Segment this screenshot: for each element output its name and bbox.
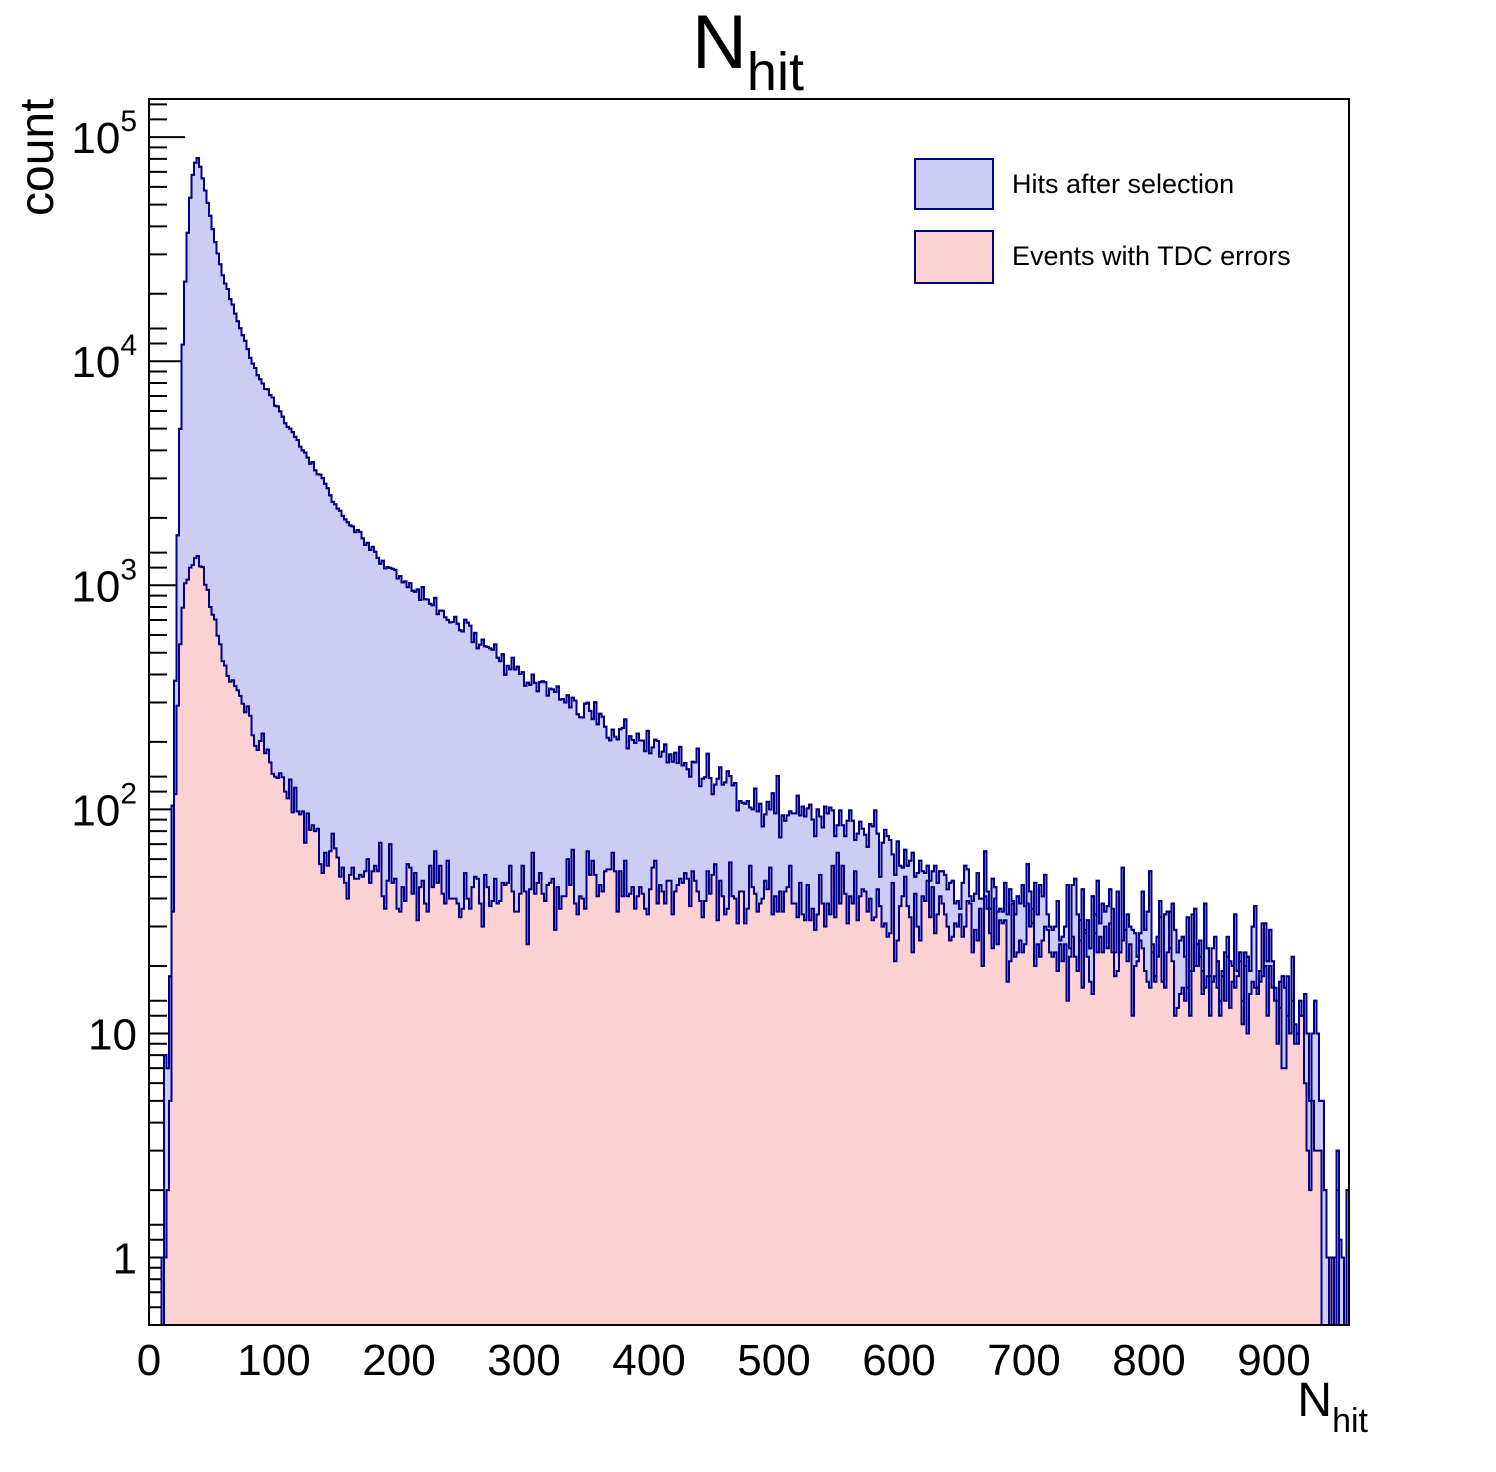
- x-tick-label: 300: [487, 1336, 560, 1385]
- x-tick-label: 800: [1112, 1336, 1185, 1385]
- x-axis-title-main: N: [1297, 1374, 1332, 1427]
- chart-title-subscript: hit: [747, 42, 804, 102]
- y-tick-label: 1: [113, 1235, 137, 1284]
- x-tick-label: 400: [612, 1336, 685, 1385]
- chart-title: Nhit: [692, 0, 804, 102]
- legend-label-events-tdc-errors: Events with TDC errors: [1012, 241, 1291, 271]
- y-tick-label: 103: [71, 553, 137, 611]
- x-tick-label: 900: [1237, 1336, 1310, 1385]
- axis-ticks: 0 100 200 300 400 500 600 700 800 900 1 10 102 103 104…: [71, 103, 1325, 1385]
- x-tick-label: 0: [137, 1336, 161, 1385]
- y-tick-label: 10: [88, 1010, 137, 1059]
- x-axis-title-subscript: hit: [1332, 1402, 1368, 1440]
- y-tick-label: 102: [71, 777, 137, 835]
- hist-events-tdc-errors: [149, 555, 1349, 1326]
- y-tick-label: 104: [71, 329, 137, 387]
- legend: Hits after selection Events with TDC err…: [914, 158, 1291, 284]
- y-axis-title: count: [11, 99, 64, 216]
- legend-label-hits-after-selection: Hits after selection: [1012, 169, 1234, 199]
- plot-frame: [148, 98, 1350, 1326]
- x-tick-label: 700: [987, 1336, 1060, 1385]
- chart-title-main: N: [692, 0, 747, 85]
- x-tick-label: 500: [737, 1336, 810, 1385]
- histograms: [149, 157, 1350, 1326]
- x-tick-label: 100: [237, 1336, 310, 1385]
- y-tick-label: 105: [71, 105, 137, 163]
- hist-hits-after-selection-outline: [149, 157, 1350, 1326]
- x-tick-label: 200: [362, 1336, 435, 1385]
- legend-swatch-events-tdc-errors: [914, 230, 994, 284]
- x-tick-label: 600: [862, 1336, 935, 1385]
- x-axis-title: Nhit: [1297, 1374, 1368, 1440]
- legend-swatch-hits-after-selection: [914, 158, 994, 210]
